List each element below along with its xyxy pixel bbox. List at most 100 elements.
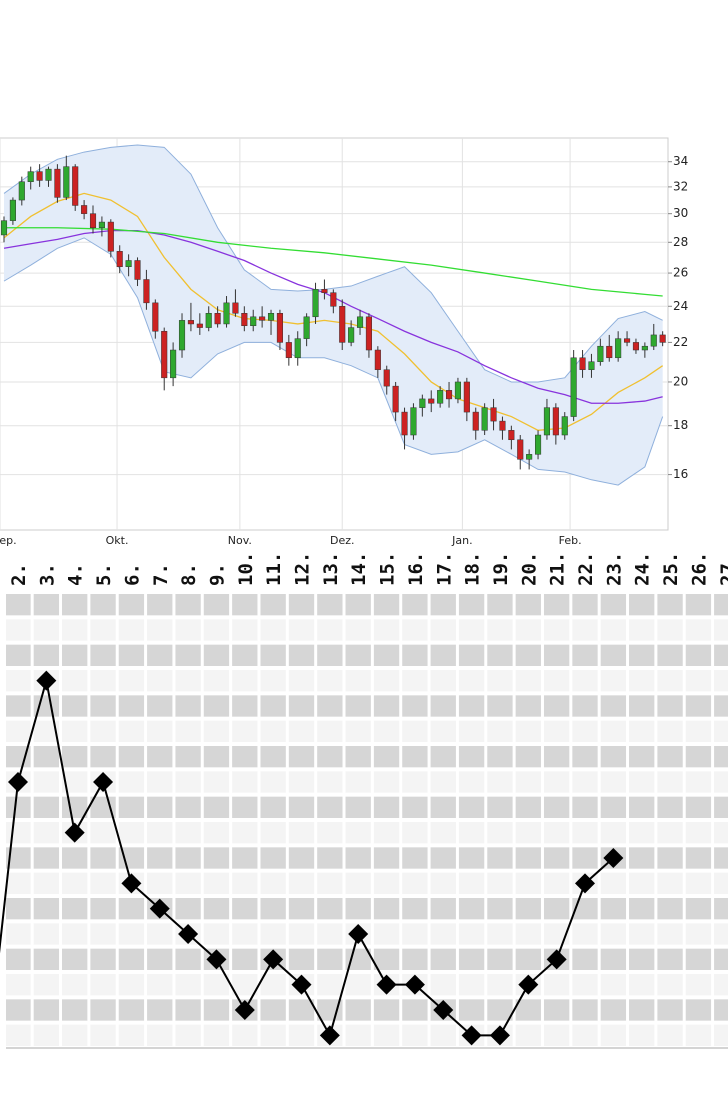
day-label: 24. xyxy=(632,552,654,586)
candle-body xyxy=(650,334,657,347)
candle-body xyxy=(579,357,586,370)
day-label: 26. xyxy=(688,552,710,586)
point-marker xyxy=(575,873,595,894)
candle-body xyxy=(232,302,239,314)
grid-band xyxy=(6,644,728,666)
grid-band xyxy=(6,594,728,616)
candle-body xyxy=(624,338,631,343)
grid-band xyxy=(6,695,728,717)
candle-body xyxy=(534,434,542,455)
day-label: 8. xyxy=(178,563,200,586)
point-marker xyxy=(461,1025,482,1046)
candle-body xyxy=(437,390,444,404)
day-label: 12. xyxy=(292,552,314,586)
candle-body xyxy=(526,454,533,460)
candle-body xyxy=(445,390,453,400)
day-label: 13. xyxy=(320,552,342,586)
x-tick-label: ep. xyxy=(0,534,17,547)
candle-body xyxy=(259,316,266,321)
day-label: 23. xyxy=(603,552,625,586)
grid-band xyxy=(6,847,728,869)
day-label: 18. xyxy=(462,552,484,586)
candle-body xyxy=(543,407,551,436)
candle-body xyxy=(170,349,177,379)
point-marker xyxy=(178,924,199,944)
y-tick-label: 20 xyxy=(673,374,688,388)
point-marker xyxy=(121,873,142,894)
candle-body xyxy=(383,369,390,387)
grid-band xyxy=(6,746,728,768)
candle-body xyxy=(72,166,79,206)
candle-body xyxy=(178,320,186,351)
candle-body xyxy=(454,381,461,400)
candle-body xyxy=(632,342,640,351)
y-tick-label: 34 xyxy=(673,154,688,168)
candle-body xyxy=(45,168,52,181)
candle-body xyxy=(659,334,666,343)
point-marker xyxy=(546,949,567,970)
point-marker xyxy=(206,949,227,970)
candle-body xyxy=(490,407,497,422)
candle-body xyxy=(472,411,479,431)
price-chart: 16 18 20 22 24 26 28 30 32 34 ep. Okt. Nov. Dez. Jan. F… xyxy=(0,137,688,547)
point-marker xyxy=(36,670,57,691)
candle-body xyxy=(63,166,70,198)
candle-body xyxy=(356,316,364,328)
candle-body xyxy=(410,407,417,436)
candle-body xyxy=(365,316,372,351)
x-tick-label: Feb. xyxy=(559,534,582,547)
candle-body xyxy=(267,313,275,321)
day-label: 9. xyxy=(206,563,228,586)
day-label: 21. xyxy=(547,552,569,586)
y-tick-label: 30 xyxy=(673,206,688,220)
candle-body xyxy=(312,289,319,318)
day-label: 27. xyxy=(717,552,728,586)
day-label: 6. xyxy=(121,563,143,586)
point-marker xyxy=(64,822,85,843)
y-tick-label: 16 xyxy=(673,467,688,481)
candle-body xyxy=(303,316,310,339)
point-marker xyxy=(319,1025,340,1046)
grid-band xyxy=(6,720,728,742)
candle-body xyxy=(615,338,622,359)
moving-average xyxy=(3,192,664,431)
y-tick-label: 28 xyxy=(673,235,688,249)
band-upper xyxy=(3,144,663,383)
grid-band xyxy=(6,619,728,641)
moving-average xyxy=(4,227,663,297)
candle-body xyxy=(187,320,194,325)
point-marker xyxy=(149,898,170,919)
grid-band xyxy=(6,974,728,996)
moving-average xyxy=(3,229,663,404)
day-label: 5. xyxy=(93,563,115,586)
x-tick-label: Dez. xyxy=(330,534,355,547)
candle-body xyxy=(54,168,61,198)
candle-body xyxy=(196,323,203,328)
candle-body xyxy=(152,302,159,332)
day-label: 20. xyxy=(518,552,540,586)
day-label: 19. xyxy=(490,552,512,586)
candle-body xyxy=(517,439,524,460)
candle-body xyxy=(285,342,292,359)
point-marker xyxy=(376,974,397,995)
day-label: 17. xyxy=(433,552,455,586)
day-label: 25. xyxy=(660,552,682,586)
x-tick-label: Jan. xyxy=(451,534,472,547)
grid-band xyxy=(6,999,728,1021)
candle-body xyxy=(374,349,381,370)
point-marker xyxy=(8,772,28,792)
point-marker xyxy=(433,1000,454,1020)
point-marker xyxy=(489,1025,510,1046)
candle-body xyxy=(321,289,328,293)
grid-band xyxy=(6,1024,728,1046)
candle-body xyxy=(339,306,346,343)
candle-body xyxy=(134,260,141,280)
band-lower xyxy=(3,237,664,486)
x-tick-label: Nov. xyxy=(228,534,252,547)
y-tick-label: 24 xyxy=(673,299,688,313)
y-tick-label: 32 xyxy=(673,179,688,193)
y-tick-label: 22 xyxy=(673,335,688,349)
candle-body xyxy=(570,357,577,417)
candle-body xyxy=(588,361,595,370)
candle-body xyxy=(348,327,355,343)
